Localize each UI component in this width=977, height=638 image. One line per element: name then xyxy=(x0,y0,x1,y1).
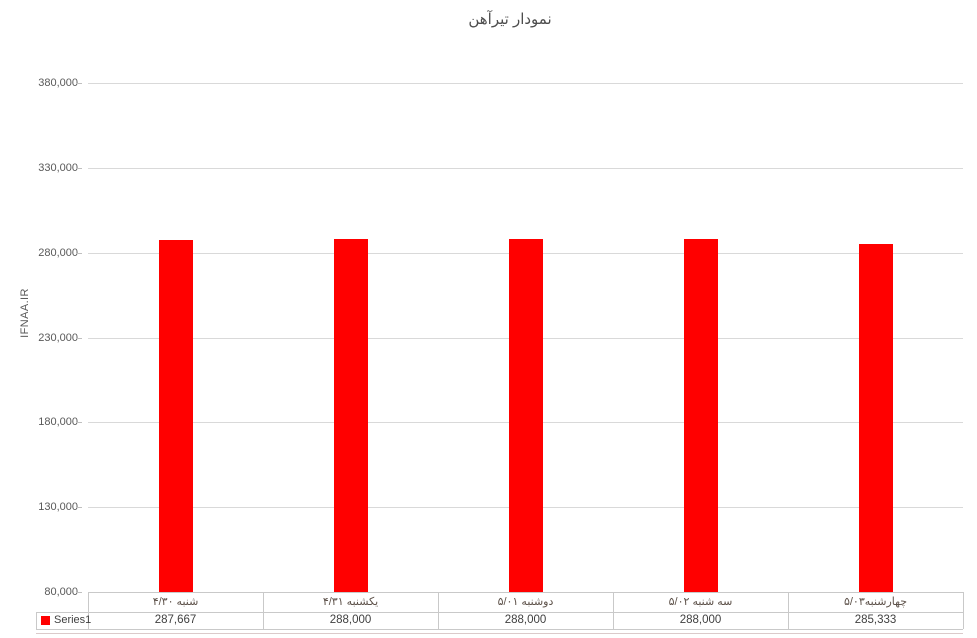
series1-swatch-icon xyxy=(41,616,50,625)
value-cell: 288,000 xyxy=(679,614,722,626)
y-tick-label: 130,000 xyxy=(38,501,78,514)
y-tick-mark xyxy=(76,507,82,509)
category-cell: شنبه ۴/۳۰ xyxy=(152,596,199,608)
y-tick-mark xyxy=(76,592,82,593)
value-cell: 287,667 xyxy=(154,614,197,626)
y-tick-mark xyxy=(76,422,82,424)
legend: Series1 xyxy=(36,612,92,629)
bar-یکشنبه ۴/۳۱[interactable] xyxy=(333,239,368,592)
y-tick-label: 380,000 xyxy=(38,77,78,89)
table-border xyxy=(88,592,89,629)
y-tick-label: 280,000 xyxy=(38,246,78,259)
value-cell: 288,000 xyxy=(504,614,547,626)
bar-دوشنبه ۵/۰۱[interactable] xyxy=(508,239,543,592)
category-cell: دوشنبه ۵/۰۱ xyxy=(497,596,554,608)
y-tick-mark xyxy=(76,83,82,84)
table-border xyxy=(613,592,614,629)
table-border xyxy=(36,612,963,613)
bar-شنبه ۴/۳۰[interactable] xyxy=(158,239,193,592)
category-cell: سه شنبه ۵/۰۲ xyxy=(668,596,733,608)
category-cell: یکشنبه ۴/۳۱ xyxy=(322,596,379,608)
value-cell: 285,333 xyxy=(854,614,897,626)
y-tick-label: 180,000 xyxy=(38,416,78,429)
bottom-accent-line xyxy=(36,633,963,634)
bar-سه شنبه ۵/۰۲[interactable] xyxy=(683,239,718,592)
legend-series1-label: Series1 xyxy=(54,614,92,626)
bar-چهارشنبه۵/۰۳[interactable] xyxy=(858,243,893,592)
category-cell: چهارشنبه۵/۰۳ xyxy=(843,596,908,608)
gridline xyxy=(88,167,963,169)
table-border xyxy=(88,592,963,593)
y-tick-label: 230,000 xyxy=(38,331,78,344)
table-border xyxy=(788,592,789,629)
table-border xyxy=(36,629,963,630)
table-border xyxy=(263,592,264,629)
y-tick-mark xyxy=(76,252,82,254)
y-tick-mark xyxy=(76,337,82,339)
y-tick-mark xyxy=(76,167,82,169)
value-cell: 288,000 xyxy=(329,614,372,626)
chart-title: نمودار تیرآهن xyxy=(468,11,552,28)
y-tick-label: 80,000 xyxy=(44,586,78,598)
table-border xyxy=(963,592,964,629)
gridline xyxy=(88,83,963,84)
table-border xyxy=(36,612,37,629)
table-border xyxy=(438,592,439,629)
y-tick-label: 330,000 xyxy=(38,161,78,174)
